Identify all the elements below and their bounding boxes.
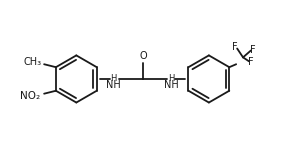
Text: NO₂: NO₂ <box>20 91 40 101</box>
Text: O: O <box>139 51 147 61</box>
Text: F: F <box>248 57 254 67</box>
Text: F: F <box>250 45 256 55</box>
Text: NH: NH <box>164 80 179 90</box>
Text: H: H <box>168 74 175 83</box>
Text: F: F <box>232 42 238 52</box>
Text: NH: NH <box>106 80 121 90</box>
Text: CH₃: CH₃ <box>23 57 41 67</box>
Text: H: H <box>110 74 117 83</box>
